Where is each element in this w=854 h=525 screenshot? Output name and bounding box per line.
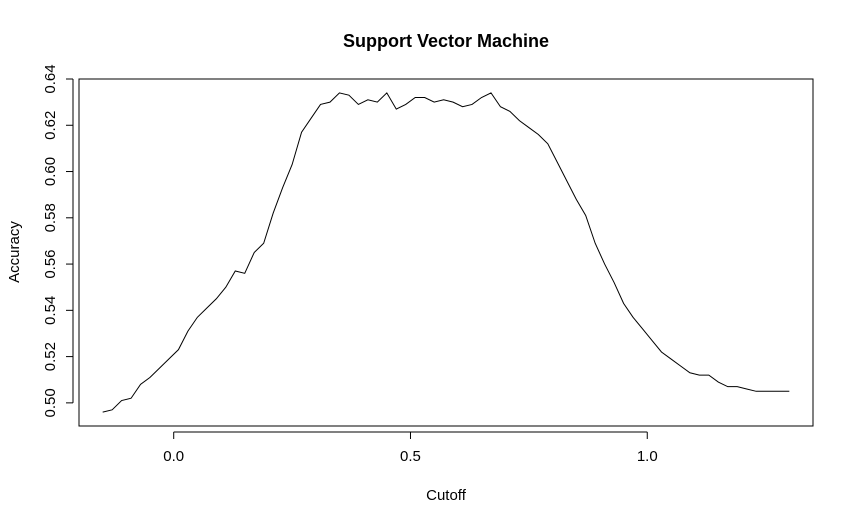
- y-tick-label: 0.60: [42, 157, 59, 186]
- y-tick-label: 0.50: [42, 388, 59, 417]
- x-tick-label: 1.0: [637, 448, 658, 465]
- chart-title: Support Vector Machine: [343, 31, 549, 51]
- x-tick-label: 0.5: [400, 448, 421, 465]
- y-axis: 0.50 0.52 0.54 0.56 0.58 0.60 0.62 0.64: [42, 64, 74, 417]
- y-tick-label: 0.52: [42, 342, 59, 371]
- y-tick-label: 0.58: [42, 203, 59, 232]
- y-tick-label: 0.54: [42, 296, 59, 325]
- y-axis-label: Accuracy: [6, 221, 23, 283]
- y-tick-label: 0.62: [42, 111, 59, 140]
- x-tick-label: 0.0: [163, 448, 184, 465]
- y-tick-label: 0.64: [42, 64, 59, 93]
- plot-frame: [78, 78, 814, 427]
- accuracy-series-line: [102, 92, 790, 413]
- x-axis: 0.0 0.5 1.0: [163, 431, 658, 465]
- x-axis-label: Cutoff: [426, 487, 467, 504]
- series-layer: [102, 92, 790, 413]
- y-tick-label: 0.56: [42, 249, 59, 278]
